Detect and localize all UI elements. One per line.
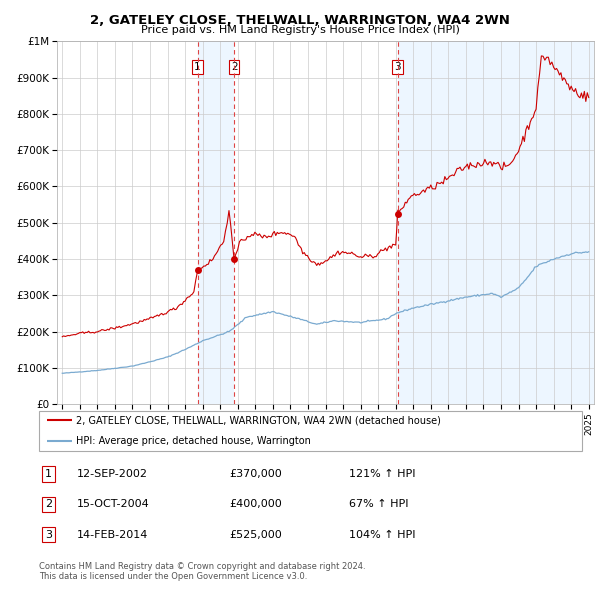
Text: 15-OCT-2004: 15-OCT-2004 — [77, 500, 150, 509]
Text: 1: 1 — [194, 62, 201, 72]
Text: 2, GATELEY CLOSE, THELWALL, WARRINGTON, WA4 2WN (detached house): 2, GATELEY CLOSE, THELWALL, WARRINGTON, … — [76, 415, 441, 425]
Text: 1: 1 — [45, 469, 52, 479]
Text: 2, GATELEY CLOSE, THELWALL, WARRINGTON, WA4 2WN: 2, GATELEY CLOSE, THELWALL, WARRINGTON, … — [90, 14, 510, 27]
Text: 121% ↑ HPI: 121% ↑ HPI — [349, 469, 415, 479]
Text: 104% ↑ HPI: 104% ↑ HPI — [349, 530, 415, 540]
Bar — [197, 41, 234, 404]
Text: £400,000: £400,000 — [229, 500, 282, 509]
Text: 3: 3 — [394, 62, 401, 72]
Text: 12-SEP-2002: 12-SEP-2002 — [77, 469, 148, 479]
Text: Price paid vs. HM Land Registry's House Price Index (HPI): Price paid vs. HM Land Registry's House … — [140, 25, 460, 35]
Text: £370,000: £370,000 — [229, 469, 282, 479]
Text: 3: 3 — [45, 530, 52, 540]
Text: 2: 2 — [45, 500, 52, 509]
Text: HPI: Average price, detached house, Warrington: HPI: Average price, detached house, Warr… — [76, 437, 311, 446]
Text: 67% ↑ HPI: 67% ↑ HPI — [349, 500, 408, 509]
Bar — [398, 41, 594, 404]
Text: Contains HM Land Registry data © Crown copyright and database right 2024.
This d: Contains HM Land Registry data © Crown c… — [39, 562, 365, 581]
Text: 2: 2 — [231, 62, 238, 72]
Text: £525,000: £525,000 — [229, 530, 282, 540]
Text: 14-FEB-2014: 14-FEB-2014 — [77, 530, 148, 540]
